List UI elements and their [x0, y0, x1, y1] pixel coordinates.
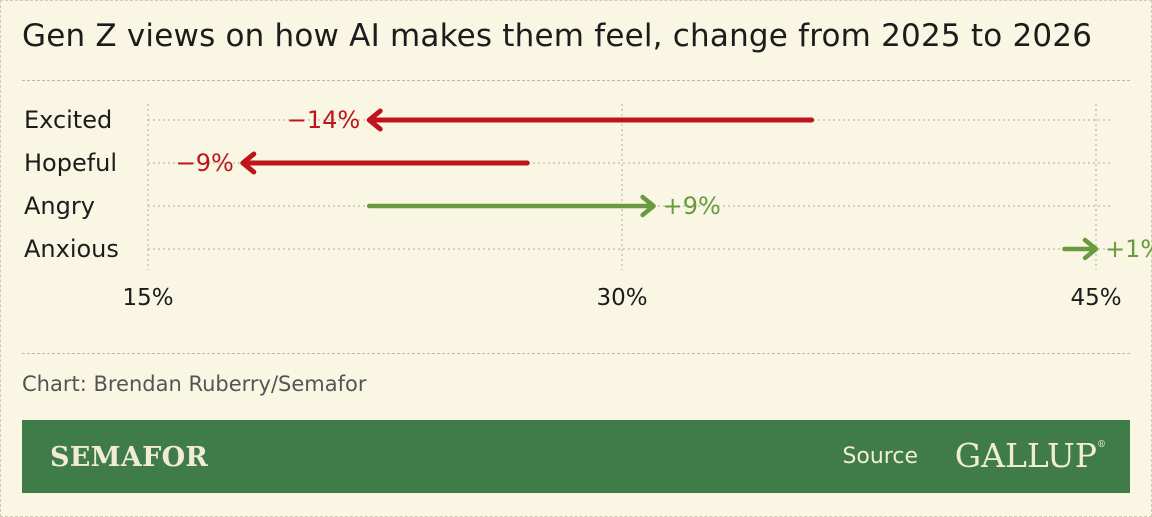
arrow-head-3 [1082, 237, 1099, 261]
arrow-head-0 [366, 108, 383, 132]
credit-divider [22, 353, 1130, 354]
x-tick-label-1: 30% [596, 285, 647, 311]
chart-credit: Chart: Brendan Ruberry/Semafor [22, 372, 367, 396]
footer-bar: SEMAFOR Source GALLUP® [22, 420, 1130, 493]
arrow-chart: 15% 30% 45% Excited Hopeful Angry Anxious −14% −… [24, 104, 1152, 311]
x-tick-label-0: 15% [122, 285, 173, 311]
change-label-1: −9% [176, 149, 234, 177]
change-label-3: +1% [1105, 235, 1152, 263]
source-label: Source [842, 444, 918, 469]
gallup-logo-text: GALLUP [954, 436, 1097, 475]
change-label-0: −14% [287, 106, 360, 134]
arrow-head-2 [640, 194, 656, 218]
registered-mark: ® [1097, 440, 1106, 450]
semafor-logo[interactable]: SEMAFOR [50, 442, 209, 473]
category-label-1: Hopeful [24, 149, 117, 177]
change-label-2: +9% [663, 192, 721, 220]
arrow-head-1 [240, 151, 257, 175]
x-tick-label-2: 45% [1070, 285, 1121, 311]
chart-title: Gen Z views on how AI makes them feel, c… [22, 18, 1093, 54]
gallup-logo[interactable]: GALLUP® [955, 436, 1106, 475]
category-label-0: Excited [24, 106, 112, 134]
title-divider [22, 80, 1130, 81]
category-label-3: Anxious [24, 235, 119, 263]
category-label-2: Angry [24, 192, 95, 220]
